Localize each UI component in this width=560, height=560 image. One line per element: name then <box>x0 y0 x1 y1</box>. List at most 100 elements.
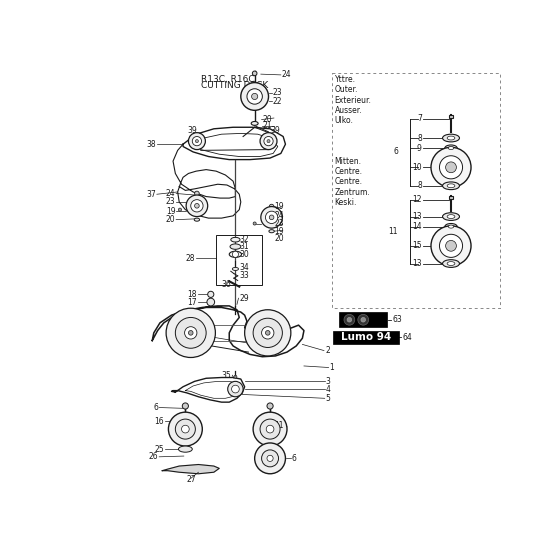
Circle shape <box>253 222 256 225</box>
Ellipse shape <box>445 145 457 151</box>
Text: 1: 1 <box>329 363 334 372</box>
Circle shape <box>267 455 273 461</box>
Text: 4: 4 <box>325 385 330 394</box>
Text: 34: 34 <box>239 263 249 272</box>
Circle shape <box>269 204 274 209</box>
Ellipse shape <box>232 267 239 270</box>
Text: 10: 10 <box>412 163 422 172</box>
Text: 64: 64 <box>403 333 412 342</box>
Text: 13: 13 <box>412 259 422 268</box>
Circle shape <box>440 234 463 258</box>
Text: 20: 20 <box>274 235 284 244</box>
Text: 17: 17 <box>187 297 197 306</box>
Circle shape <box>208 291 214 297</box>
Text: 19: 19 <box>274 202 284 211</box>
Circle shape <box>261 207 282 228</box>
Circle shape <box>431 226 471 266</box>
Text: CUTTING DECK: CUTTING DECK <box>200 81 268 90</box>
Text: 15: 15 <box>412 241 422 250</box>
Circle shape <box>361 318 366 322</box>
Text: 30: 30 <box>239 250 249 259</box>
Circle shape <box>267 403 273 409</box>
Text: 33: 33 <box>239 270 249 279</box>
Text: 19: 19 <box>274 227 284 236</box>
Ellipse shape <box>179 446 192 452</box>
Circle shape <box>181 425 189 433</box>
Ellipse shape <box>251 122 258 125</box>
Text: 18: 18 <box>188 290 197 299</box>
Text: 9: 9 <box>417 143 422 152</box>
Text: 7: 7 <box>417 114 422 123</box>
Text: 28: 28 <box>186 254 195 263</box>
Text: 11: 11 <box>389 227 398 236</box>
Text: 39: 39 <box>270 126 280 135</box>
Circle shape <box>245 310 291 356</box>
Circle shape <box>191 199 203 212</box>
Text: 29: 29 <box>239 293 249 303</box>
Ellipse shape <box>442 134 459 142</box>
Text: 20: 20 <box>166 215 175 224</box>
Circle shape <box>262 450 278 467</box>
Circle shape <box>440 156 463 179</box>
Text: 23: 23 <box>272 88 282 97</box>
Ellipse shape <box>442 182 459 190</box>
Circle shape <box>269 215 274 220</box>
Text: 36: 36 <box>222 280 231 289</box>
Text: 6: 6 <box>393 147 398 156</box>
Circle shape <box>232 385 239 393</box>
Text: 32: 32 <box>239 235 249 244</box>
Circle shape <box>267 139 270 143</box>
Circle shape <box>188 330 193 335</box>
Circle shape <box>228 381 243 396</box>
Circle shape <box>264 137 273 146</box>
Bar <box>333 330 399 344</box>
Circle shape <box>195 139 198 143</box>
Circle shape <box>188 133 206 150</box>
Ellipse shape <box>447 262 455 265</box>
Ellipse shape <box>231 237 240 242</box>
Ellipse shape <box>449 147 454 150</box>
Circle shape <box>175 419 195 439</box>
Text: 14: 14 <box>412 222 422 231</box>
Circle shape <box>169 412 202 446</box>
Circle shape <box>260 133 277 150</box>
Text: 25: 25 <box>154 445 164 454</box>
Circle shape <box>446 162 456 172</box>
Circle shape <box>175 318 206 348</box>
Text: 2: 2 <box>325 346 330 355</box>
Text: 24: 24 <box>166 189 175 198</box>
Circle shape <box>446 240 456 251</box>
Text: 6: 6 <box>153 403 158 412</box>
Circle shape <box>195 203 199 208</box>
Text: 31: 31 <box>239 242 249 251</box>
Circle shape <box>166 308 216 357</box>
Circle shape <box>192 137 202 146</box>
Ellipse shape <box>447 214 455 218</box>
Text: 23: 23 <box>166 198 175 207</box>
Circle shape <box>431 147 471 187</box>
Text: 5: 5 <box>325 394 330 403</box>
Ellipse shape <box>442 213 459 221</box>
Circle shape <box>358 314 368 325</box>
Ellipse shape <box>449 225 454 228</box>
Polygon shape <box>162 464 219 474</box>
Ellipse shape <box>447 184 455 188</box>
Text: 22: 22 <box>272 96 282 106</box>
Circle shape <box>265 211 278 223</box>
Text: Yttre.
Outer.
Exterieur.
Ausser.
Ulko.: Yttre. Outer. Exterieur. Ausser. Ulko. <box>335 75 372 125</box>
Circle shape <box>260 419 280 439</box>
Circle shape <box>195 191 199 196</box>
Text: 38: 38 <box>147 139 156 149</box>
Text: 35: 35 <box>222 371 231 380</box>
Circle shape <box>253 318 282 347</box>
Text: 26: 26 <box>149 452 158 461</box>
Circle shape <box>186 195 208 217</box>
Circle shape <box>185 326 197 339</box>
Circle shape <box>234 375 237 379</box>
Circle shape <box>262 326 274 339</box>
Text: 21: 21 <box>262 121 272 130</box>
Circle shape <box>253 71 257 76</box>
Circle shape <box>255 443 286 474</box>
Circle shape <box>251 94 258 100</box>
Text: 19: 19 <box>166 207 175 216</box>
